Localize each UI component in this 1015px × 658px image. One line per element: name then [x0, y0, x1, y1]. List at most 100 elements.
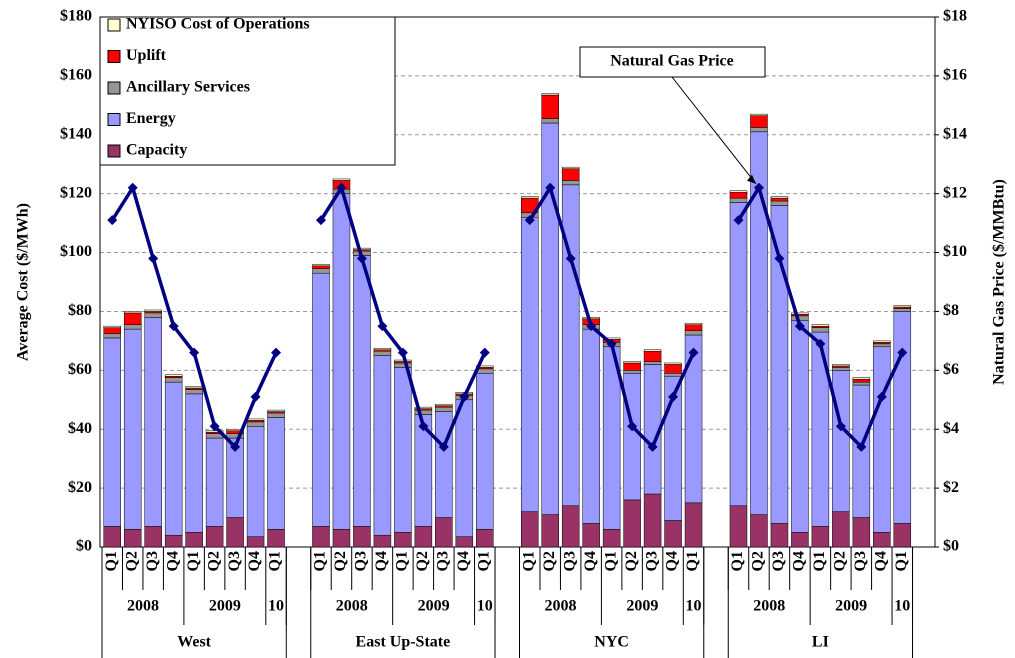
- gas-price-marker: [794, 321, 805, 332]
- gas-price-marker: [250, 391, 261, 402]
- bar-segment: [267, 412, 285, 418]
- bar-segment: [476, 529, 494, 548]
- bar-segment: [226, 517, 244, 548]
- y-tick-label: $120: [60, 184, 92, 201]
- legend-swatch: [107, 113, 121, 126]
- x-tick-label: Q3: [643, 551, 660, 571]
- bar-segment: [561, 168, 580, 181]
- gas-price-marker: [897, 347, 908, 358]
- gas-price-marker: [209, 421, 220, 432]
- year-label: 2009: [209, 598, 241, 615]
- x-tick-label: Q3: [144, 551, 161, 571]
- bar-segment: [164, 381, 183, 536]
- bar-segment: [414, 526, 433, 548]
- bar-segment: [312, 268, 330, 274]
- x-tick-label: Q2: [541, 551, 558, 571]
- bar-segment: [435, 403, 453, 406]
- bar-segment: [643, 350, 662, 362]
- legend-label: Ancillary Services: [126, 79, 250, 96]
- x-tick-label: Q2: [623, 551, 640, 571]
- gas-price-marker: [856, 441, 867, 452]
- gas-price-marker: [479, 347, 490, 358]
- x-tick-label: Q4: [582, 551, 599, 571]
- gas-price-marker: [606, 338, 617, 349]
- bar-segment: [541, 94, 559, 119]
- bar-segment: [582, 328, 600, 524]
- y2-tick-label: $8: [943, 302, 959, 319]
- bar-segment: [394, 532, 412, 548]
- gas-price-marker: [418, 421, 429, 432]
- x-tick-label: Q4: [455, 551, 472, 571]
- bar-segment: [267, 417, 285, 530]
- legend-label: Capacity: [126, 142, 187, 159]
- bar-segment: [435, 411, 453, 518]
- bar-segment: [852, 381, 871, 386]
- y-tick-label: $60: [68, 361, 92, 378]
- year-label: 10: [894, 598, 910, 615]
- bar-segment: [791, 320, 809, 533]
- bar-segment: [123, 312, 142, 325]
- bar-segment: [312, 526, 330, 548]
- bar-segment: [770, 196, 789, 199]
- x-tick-label: Q1: [267, 551, 284, 571]
- y2-tick-label: $2: [943, 479, 959, 496]
- bar-segment: [811, 324, 830, 327]
- bar-segment: [750, 514, 768, 548]
- y2-tick-label: $6: [943, 361, 959, 378]
- bar-segment: [873, 343, 891, 348]
- bar-segment: [623, 373, 641, 501]
- gas-price-marker: [627, 421, 638, 432]
- bar-segment: [832, 364, 850, 367]
- bar-segment: [729, 197, 748, 203]
- y-tick-label: $20: [68, 479, 92, 496]
- year-label: 10: [268, 598, 284, 615]
- bar-segment: [791, 315, 809, 321]
- year-label: 10: [686, 598, 702, 615]
- bar-segment: [373, 534, 392, 548]
- gas-price-marker: [586, 321, 597, 332]
- bar-segment: [353, 247, 371, 250]
- bar-segment: [103, 325, 121, 328]
- x-tick-label: Q4: [791, 551, 808, 571]
- y-tick-label: $180: [60, 8, 92, 25]
- bar-segment: [684, 324, 703, 331]
- year-label: 2008: [127, 598, 159, 615]
- bar-segment: [520, 216, 539, 512]
- bar-segment: [664, 520, 682, 548]
- bar-segment: [832, 367, 850, 371]
- x-tick-label: Q1: [893, 551, 910, 571]
- year-label: 2008: [544, 598, 576, 615]
- gas-price-marker: [271, 347, 282, 358]
- x-tick-label: Q1: [729, 551, 746, 571]
- bar-segment: [643, 361, 662, 365]
- bar-segment: [353, 526, 371, 548]
- bar-segment: [541, 122, 559, 515]
- gas-price-marker: [815, 338, 826, 349]
- bar-segment: [770, 523, 789, 548]
- bar-segment: [832, 370, 850, 512]
- x-tick-label: Q4: [872, 551, 889, 571]
- year-label: 2008: [753, 598, 785, 615]
- bar-segment: [582, 523, 600, 548]
- bar-segment: [791, 312, 809, 315]
- y2-axis-label: Natural Gas Price ($/MMBtu): [991, 179, 1008, 385]
- bar-segment: [832, 511, 850, 548]
- year-label: 2009: [835, 598, 867, 615]
- bar-segment: [852, 517, 871, 548]
- x-tick-label: Q4: [164, 551, 181, 571]
- region-label: West: [177, 634, 211, 651]
- bar-segment: [373, 350, 392, 356]
- legend-label: NYISO Cost of Operations: [126, 16, 310, 33]
- x-tick-label: Q1: [684, 551, 701, 571]
- bar-segment: [791, 532, 809, 548]
- x-tick-label: Q2: [414, 551, 431, 571]
- bar-segment: [664, 373, 682, 377]
- year-label: 2009: [418, 598, 450, 615]
- bar-segment: [811, 327, 830, 333]
- annotation: Natural Gas Price: [610, 53, 734, 70]
- x-tick-label: Q2: [205, 551, 222, 571]
- x-tick-label: Q4: [373, 551, 390, 571]
- bar-segment: [123, 311, 142, 314]
- bar-segment: [123, 324, 142, 330]
- bar-segment: [561, 505, 580, 548]
